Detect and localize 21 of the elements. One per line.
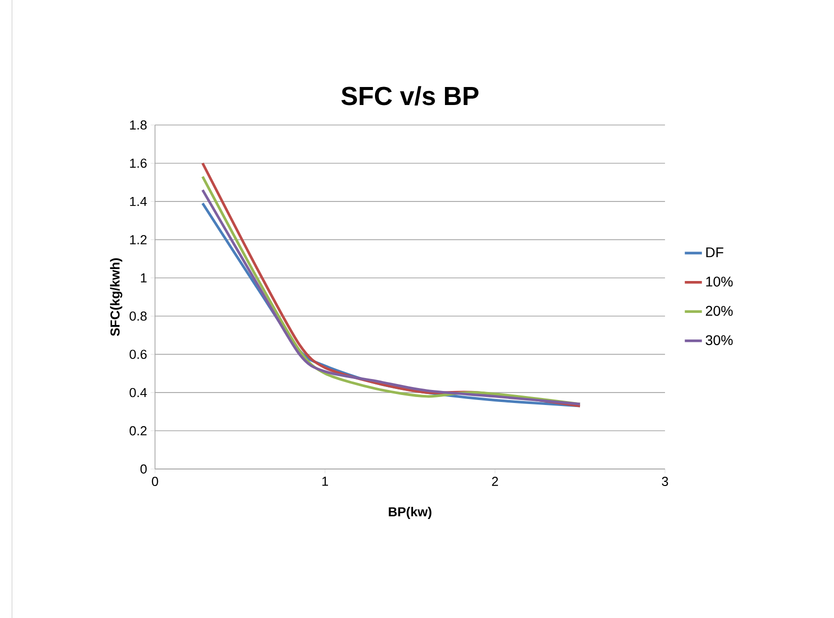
x-axis-title: BP(kw) (388, 506, 432, 519)
y-tick-label: 1.6 (130, 158, 147, 168)
y-tick-label: 1.4 (130, 196, 147, 206)
x-tick-label: 1 (322, 476, 328, 486)
chart-title: SFC v/s BP (341, 86, 478, 106)
y-tick-label: 0.6 (130, 350, 147, 359)
legend-label: DF (706, 248, 724, 258)
x-tick-label: 2 (492, 476, 498, 486)
legend-label: 10% (706, 276, 733, 287)
y-tick-label: 1.8 (130, 120, 147, 130)
legend-label: 30% (706, 335, 733, 346)
y-tick-label: 0.8 (130, 312, 147, 321)
y-tick-label: 1.2 (130, 235, 147, 244)
legend-label: 20% (706, 306, 733, 316)
y-tick-label: 1 (140, 273, 147, 282)
x-tick-label: 3 (662, 476, 668, 486)
y-tick-label: 0.4 (130, 388, 147, 398)
x-tick-label: 0 (152, 476, 158, 486)
y-tick-label: 0.2 (130, 426, 147, 436)
y-axis-title: SFC(kg/kwh) (110, 258, 122, 336)
y-tick-label: 0 (140, 464, 147, 474)
